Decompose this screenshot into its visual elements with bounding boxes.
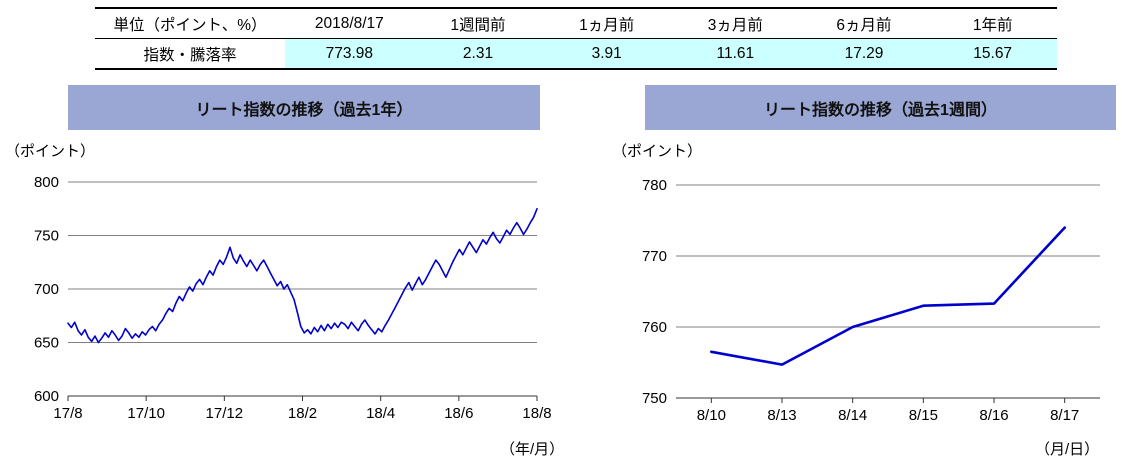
year-line-chart: 600 650 700 750 800 17/8 17/10 17/12 18/2 18/4 18/… [34, 174, 552, 422]
svg-text:800: 800 [34, 174, 59, 191]
week-chart-x-unit: （月/日） [1035, 441, 1100, 458]
table-header-1month: 1ヵ月前 [579, 16, 635, 34]
svg-text:18/4: 18/4 [366, 405, 395, 422]
week-chart-title: リート指数の推移（過去1週間） [645, 85, 1116, 130]
svg-text:760: 760 [642, 319, 667, 336]
table-header-1week: 1週間前 [450, 16, 506, 34]
year-chart-title: リート指数の推移（過去1年） [68, 85, 540, 130]
table-value-1week: 2.31 [413, 39, 543, 68]
week-chart-y-unit: （ポイント） [612, 143, 703, 160]
svg-text:750: 750 [34, 228, 59, 245]
table-header-unit: 単位（ポイント、%） [113, 16, 267, 34]
year-chart-y-unit: （ポイント） [5, 143, 96, 160]
table-value-3month: 11.61 [671, 39, 800, 68]
svg-text:8/15: 8/15 [909, 407, 938, 424]
svg-text:18/6: 18/6 [444, 405, 473, 422]
svg-text:8/13: 8/13 [767, 407, 796, 424]
table-value-6month: 17.29 [799, 39, 929, 68]
svg-text:18/8: 18/8 [522, 405, 551, 422]
svg-text:700: 700 [34, 281, 59, 298]
table-header-6month: 6ヵ月前 [836, 16, 892, 34]
table-header-row: 単位（ポイント、%） 2018/8/17 1週間前 1ヵ月前 3ヵ月前 6ヵ月前… [95, 7, 1057, 39]
year-chart-x-unit: （年/月） [500, 441, 565, 458]
summary-table: 単位（ポイント、%） 2018/8/17 1週間前 1ヵ月前 3ヵ月前 6ヵ月前… [95, 7, 1057, 70]
svg-text:8/14: 8/14 [838, 407, 867, 424]
table-value-1year: 15.67 [928, 39, 1057, 68]
svg-text:650: 650 [34, 335, 59, 352]
table-value-1month: 3.91 [542, 39, 671, 68]
svg-text:18/2: 18/2 [288, 405, 317, 422]
table-header-date: 2018/8/17 [314, 14, 384, 32]
table-header-1year: 1年前 [972, 16, 1013, 34]
svg-text:17/12: 17/12 [206, 405, 244, 422]
svg-text:17/10: 17/10 [127, 405, 165, 422]
table-data-row: 指数・騰落率 773.98 2.31 3.91 11.61 17.29 15.6… [95, 39, 1057, 70]
svg-text:17/8: 17/8 [53, 405, 82, 422]
table-row-label: 指数・騰落率 [143, 46, 237, 64]
svg-text:750: 750 [642, 390, 667, 407]
svg-text:8/17: 8/17 [1050, 407, 1079, 424]
week-line-chart: 750 760 770 780 8/10 8/13 8/14 8/15 8/16 8/17 [642, 177, 1100, 424]
svg-text:780: 780 [642, 177, 667, 194]
svg-text:8/10: 8/10 [697, 407, 726, 424]
svg-text:8/16: 8/16 [979, 407, 1008, 424]
table-header-3month: 3ヵ月前 [707, 16, 763, 34]
table-value-latest: 773.98 [285, 39, 414, 68]
svg-text:770: 770 [642, 248, 667, 265]
svg-text:600: 600 [34, 388, 59, 405]
